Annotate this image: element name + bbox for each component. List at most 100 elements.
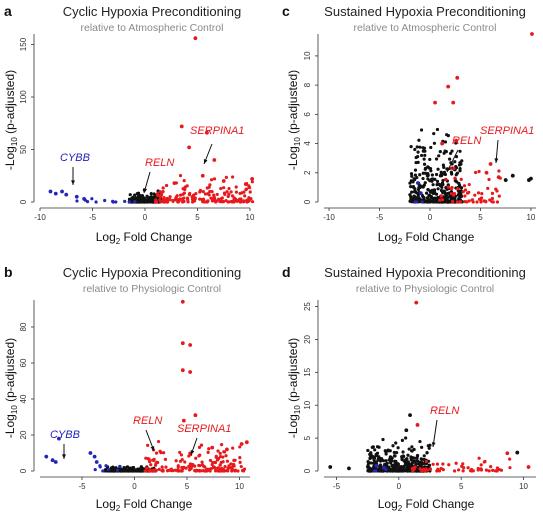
data-point-ns — [412, 194, 416, 198]
data-point-up — [201, 190, 205, 194]
data-point-ns — [424, 191, 429, 195]
panel-letter-c: c — [282, 3, 290, 19]
data-point-ns — [381, 437, 385, 442]
y-tick-label: 10 — [303, 51, 312, 60]
panel-d-xlabel: Log2 Fold Change — [378, 497, 475, 513]
data-point-down — [115, 468, 120, 472]
data-point-up — [243, 194, 247, 198]
data-point-up — [158, 195, 163, 199]
data-point-ns — [374, 454, 379, 458]
data-point-up — [486, 186, 490, 190]
data-point-up — [185, 184, 189, 188]
data-point-up — [173, 468, 178, 472]
data-point-ns — [404, 459, 408, 463]
data-point-ns — [372, 457, 376, 461]
data-point-ns — [403, 463, 407, 467]
data-point-ns — [446, 134, 450, 138]
data-point-ns — [394, 465, 398, 469]
data-point-up — [233, 468, 238, 472]
data-point-up — [206, 199, 210, 203]
data-point-highlight — [44, 454, 49, 459]
data-point-ns — [434, 172, 439, 177]
data-point-ns — [439, 174, 444, 178]
data-point-highlight — [180, 368, 185, 373]
x-tick-label: 10 — [519, 482, 528, 491]
data-point-ns — [413, 173, 418, 177]
data-point-ns — [151, 200, 155, 204]
data-point-highlight — [181, 418, 186, 423]
data-point-ns — [135, 469, 139, 473]
data-point-highlight — [225, 447, 229, 452]
data-point-ns — [426, 187, 430, 192]
data-point-up — [239, 464, 243, 469]
data-point-up — [165, 469, 170, 473]
data-point-up — [441, 462, 445, 466]
data-point-up — [181, 187, 185, 191]
data-point-ns — [386, 449, 391, 453]
annotation-arrowhead — [143, 188, 148, 193]
data-point-down — [90, 197, 94, 201]
data-point-ns — [391, 444, 395, 448]
data-point-ns — [407, 447, 411, 451]
panel-d-ylabel: -Log10 (p-adjusted) — [286, 338, 302, 438]
data-point-up — [218, 463, 222, 467]
data-point-up — [461, 190, 465, 194]
panel-a: a Cyclic Hypoxia Preconditioning relativ… — [3, 3, 255, 246]
data-point-highlight — [488, 162, 493, 166]
data-point-up — [495, 200, 500, 204]
data-point-up — [207, 447, 211, 451]
data-point-ns — [450, 149, 454, 153]
data-point-ns — [410, 449, 414, 453]
x-tick-label: -5 — [333, 482, 341, 491]
data-point-up — [495, 469, 499, 473]
y-tick-label: 2 — [303, 170, 312, 175]
data-point-ns — [458, 195, 462, 199]
data-point-up — [447, 463, 451, 467]
data-point-up — [161, 451, 166, 455]
data-point-ns — [448, 151, 453, 156]
data-point-up — [477, 456, 481, 460]
annotation-arrowhead — [431, 442, 436, 447]
data-point-ns — [366, 460, 370, 464]
data-point-up — [495, 466, 500, 470]
data-point-up — [159, 450, 163, 455]
data-point-up — [161, 469, 165, 473]
data-point-ns — [438, 150, 442, 154]
y-tick-label: 60 — [19, 358, 28, 367]
data-point-ns — [389, 468, 393, 472]
data-point-ns — [450, 172, 454, 176]
data-point-ns — [408, 181, 412, 185]
annotation-arrowhead — [150, 446, 155, 451]
data-point-ns — [436, 195, 440, 200]
data-point-up — [162, 198, 166, 202]
data-point-ns — [414, 469, 419, 473]
data-point-ns — [133, 193, 137, 197]
data-point-ns — [429, 145, 433, 150]
data-point-ns — [428, 157, 432, 162]
data-point-up — [461, 462, 465, 466]
data-point-up — [412, 467, 416, 471]
data-point-up — [208, 189, 212, 194]
data-point-up — [168, 195, 172, 199]
data-point-up — [479, 463, 483, 467]
y-tick-label: 0 — [19, 199, 28, 204]
data-point-ns — [455, 180, 459, 184]
data-point-up — [489, 465, 493, 469]
data-point-up — [435, 469, 439, 473]
data-point-ns — [441, 163, 445, 167]
panel-c-subtitle: relative to Atmospheric Control — [354, 22, 497, 34]
data-point-ns — [437, 154, 441, 158]
data-point-down — [420, 200, 424, 204]
data-point-highlight — [381, 465, 386, 470]
data-point-up — [475, 200, 479, 204]
data-point-up — [223, 192, 227, 197]
data-point-up — [236, 469, 240, 473]
data-point-up — [452, 166, 456, 171]
data-point-ns — [392, 454, 397, 458]
data-point-up — [206, 192, 210, 196]
data-point-ns — [366, 468, 370, 473]
data-point-up — [240, 191, 244, 195]
data-point-ns — [436, 167, 440, 171]
